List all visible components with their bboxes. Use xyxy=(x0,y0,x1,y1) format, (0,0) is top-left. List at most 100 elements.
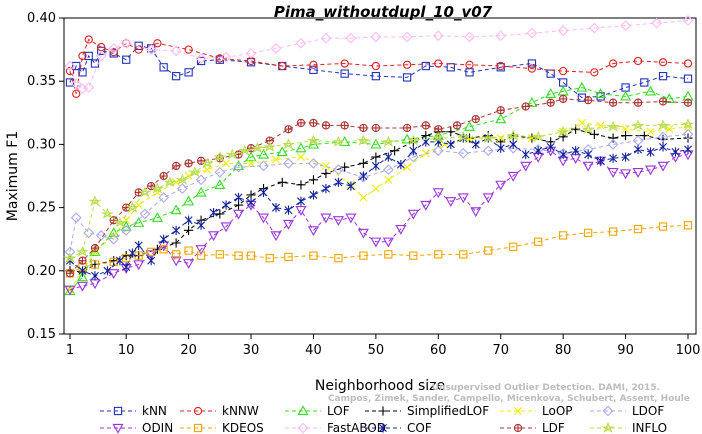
data-point xyxy=(681,118,695,130)
data-point xyxy=(120,37,132,49)
data-point xyxy=(272,203,280,213)
data-point xyxy=(434,125,443,134)
data-point xyxy=(371,61,381,71)
data-point xyxy=(213,151,227,162)
data-point xyxy=(481,132,495,143)
data-point xyxy=(495,30,507,42)
watermark-line-2: Campos, Zimek, Sander, Campello, Micenko… xyxy=(328,394,690,404)
data-point xyxy=(222,200,231,210)
data-point xyxy=(78,68,87,77)
plot-series xyxy=(63,15,695,296)
data-point xyxy=(170,204,182,215)
data-point xyxy=(284,252,293,262)
data-point xyxy=(340,121,349,130)
data-point xyxy=(545,88,557,98)
x-tick-label: 40 xyxy=(305,343,322,358)
legend-label: LDOF xyxy=(632,404,664,418)
series-line xyxy=(69,150,689,291)
data-point xyxy=(76,271,89,282)
legend-label: KDEOS xyxy=(222,421,264,434)
data-point xyxy=(421,137,430,147)
data-point xyxy=(658,58,668,67)
data-point xyxy=(296,153,305,162)
data-point xyxy=(175,173,190,185)
data-point xyxy=(176,183,188,195)
data-point xyxy=(471,139,480,149)
data-point xyxy=(215,250,224,259)
series-inflo xyxy=(63,118,695,264)
x-tick-label: 30 xyxy=(243,343,260,358)
data-point xyxy=(421,61,430,71)
data-point xyxy=(621,125,630,134)
data-point xyxy=(115,256,124,266)
data-point xyxy=(64,246,76,258)
data-point xyxy=(163,176,177,188)
legend-label: INFLO xyxy=(632,421,667,434)
data-point xyxy=(559,231,568,240)
data-point xyxy=(184,45,193,54)
data-point xyxy=(64,285,76,296)
legend-marker xyxy=(297,422,309,434)
data-point xyxy=(282,219,295,230)
data-point xyxy=(70,78,82,90)
data-point xyxy=(470,207,482,218)
legend-label: LOF xyxy=(327,404,350,418)
data-point xyxy=(150,182,165,194)
data-point xyxy=(370,31,382,43)
x-tick-label: 90 xyxy=(617,343,634,358)
data-point xyxy=(184,225,194,235)
y-tick-label: 0.40 xyxy=(27,11,56,26)
data-point xyxy=(113,216,127,228)
data-point xyxy=(409,146,418,156)
data-point xyxy=(122,262,131,272)
data-point xyxy=(509,242,518,251)
data-point xyxy=(527,64,537,73)
data-point xyxy=(195,245,207,256)
data-point xyxy=(634,144,643,155)
data-point xyxy=(463,120,476,131)
y-tick-label: 0.15 xyxy=(27,327,56,342)
data-point xyxy=(371,152,381,162)
data-point xyxy=(657,161,669,172)
data-point xyxy=(214,166,226,178)
legend-label: kNNW xyxy=(222,404,259,418)
data-point xyxy=(384,250,393,259)
data-point xyxy=(90,243,100,253)
data-point xyxy=(370,138,382,149)
data-point xyxy=(184,159,193,168)
data-point xyxy=(250,142,264,154)
data-point xyxy=(153,39,162,48)
data-point xyxy=(608,227,618,236)
legend-item-inflo: INFLO xyxy=(590,421,667,434)
data-point xyxy=(308,157,319,169)
data-point xyxy=(159,63,168,72)
data-point xyxy=(559,149,568,160)
data-point xyxy=(457,147,469,159)
data-point xyxy=(133,260,145,271)
y-tick-label: 0.30 xyxy=(27,137,56,152)
data-point xyxy=(171,71,181,81)
data-point xyxy=(434,250,443,259)
data-point xyxy=(72,61,81,71)
data-point xyxy=(534,237,543,246)
data-point xyxy=(340,59,349,68)
data-point xyxy=(446,139,455,149)
data-point xyxy=(482,193,494,204)
data-point xyxy=(109,47,118,57)
legend-item-knn: kNN xyxy=(100,404,167,418)
data-point xyxy=(70,212,82,224)
data-point xyxy=(452,121,462,130)
data-point xyxy=(321,184,330,194)
data-point xyxy=(464,31,475,43)
data-point xyxy=(159,245,168,254)
data-point xyxy=(406,134,421,146)
data-point xyxy=(183,259,195,269)
data-point xyxy=(495,180,507,191)
data-point xyxy=(196,251,206,260)
data-point xyxy=(657,131,669,143)
data-point xyxy=(456,130,470,142)
data-point xyxy=(546,98,555,107)
legend-item-simplifiedlof: SimplifiedLOF xyxy=(365,404,489,418)
data-point xyxy=(184,246,193,255)
data-point xyxy=(382,164,394,176)
